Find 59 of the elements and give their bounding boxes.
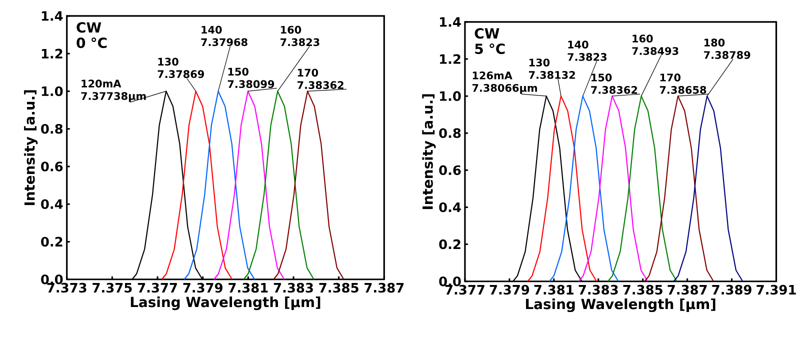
annotation: 170 7.38362 — [297, 68, 344, 89]
line-series — [644, 95, 714, 282]
x-tick-label: 7.387 — [364, 282, 404, 293]
x-tick-label: 7.387 — [668, 284, 707, 295]
x-tick-label: 7.379 — [490, 284, 530, 295]
annotation: 160 7.38493 — [632, 34, 678, 55]
y-tick-label: 1.0 — [42, 86, 63, 96]
y-axis-title: Intensity [a.u.] — [422, 94, 436, 209]
x-tick-label: 7.379 — [183, 282, 222, 293]
x-tick-label: 7.383 — [578, 284, 618, 295]
line-series — [673, 95, 744, 282]
y-tick-label: 1.2 — [440, 54, 460, 64]
x-axis-title: Lasing Wavelength [µm] — [130, 296, 320, 310]
x-tick-label: 7.385 — [319, 282, 358, 293]
y-tick-label: 0.8 — [41, 124, 63, 134]
y-tick-label: 0.6 — [439, 165, 461, 175]
x-axis-title: Lasing Wavelength [µm] — [526, 298, 716, 312]
annotation: 180 7.38789 — [704, 38, 750, 59]
x-tick-label: 7.381 — [228, 282, 268, 293]
line-series — [161, 90, 233, 280]
annotation: 150 7.38099 — [228, 68, 274, 88]
annotation: 140 7.37968 — [201, 26, 248, 46]
line-series — [527, 95, 598, 282]
line-series — [272, 90, 344, 280]
y-tick-label: 1.2 — [42, 48, 62, 58]
y-tick-label: 0.2 — [439, 239, 460, 250]
line-series — [578, 95, 648, 282]
x-tick-label: 7.373 — [47, 282, 86, 293]
y-tick-label: 1.4 — [42, 11, 63, 21]
line-series — [548, 95, 619, 282]
x-tick-label: 7.377 — [138, 282, 177, 293]
x-tick-label: 7.391 — [756, 284, 796, 295]
line-series — [213, 90, 285, 280]
line-series — [243, 90, 314, 280]
y-tick-label: 0.6 — [41, 161, 63, 172]
annotation: 160 7.3823 — [280, 26, 320, 46]
annotation: CW 5 °C — [474, 28, 505, 54]
y-tick-label: 0.0 — [41, 274, 63, 284]
y-tick-label: 0.2 — [41, 236, 62, 247]
y-tick-label: 1.4 — [440, 17, 461, 27]
x-tick-label: 7.375 — [92, 282, 132, 293]
y-tick-label: 1.0 — [440, 91, 461, 101]
x-tick-label: 7.383 — [274, 282, 313, 293]
annotation: 150 7.38362 — [591, 73, 638, 94]
x-tick-label: 7.385 — [623, 284, 662, 295]
y-tick-label: 0.0 — [439, 276, 461, 286]
line-series — [184, 90, 256, 280]
annotation: 130 7.37869 — [158, 58, 204, 78]
annotation: 170 7.38658 — [660, 73, 706, 94]
y-tick-label: 0.4 — [41, 199, 63, 209]
annotation: CW 0 °C — [76, 22, 107, 48]
y-axis-title: Intensity [a.u.] — [24, 90, 38, 205]
x-tick-label: 7.389 — [712, 284, 752, 295]
line-series — [607, 95, 678, 282]
x-tick-label: 7.381 — [534, 284, 574, 295]
y-tick-label: 0.4 — [439, 202, 461, 212]
x-tick-label: 7.377 — [445, 284, 484, 295]
y-tick-label: 0.8 — [439, 128, 461, 138]
annotation: 120mA 7.37738µm — [81, 80, 146, 102]
